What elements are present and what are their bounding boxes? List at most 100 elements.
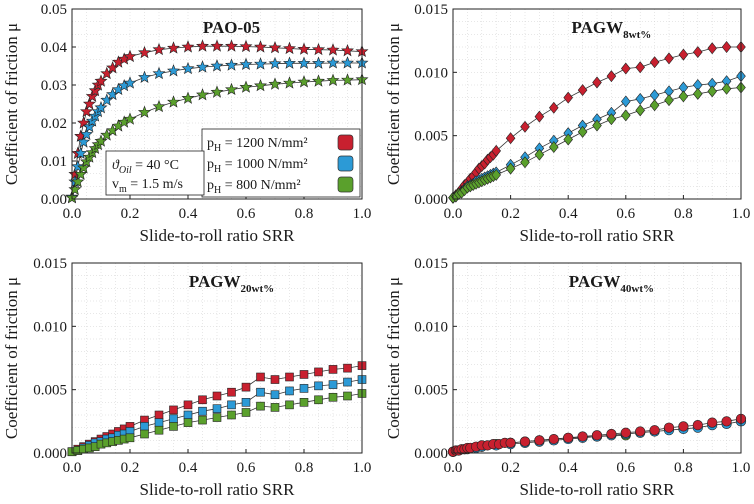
panel-title-sub: 40wt% bbox=[620, 283, 654, 295]
x-tick-label: 0.8 bbox=[295, 460, 314, 476]
data-point bbox=[198, 415, 207, 425]
data-point bbox=[77, 116, 91, 129]
data-point bbox=[721, 82, 732, 95]
data-point bbox=[80, 127, 93, 140]
data-point bbox=[154, 425, 164, 435]
y-tick-label: 0.000 bbox=[33, 446, 67, 462]
x-tick-label: 1.0 bbox=[353, 206, 372, 222]
data-point bbox=[138, 70, 151, 83]
data-point bbox=[138, 45, 151, 59]
grid bbox=[453, 263, 741, 453]
plot-area bbox=[72, 263, 362, 453]
data-point bbox=[577, 84, 588, 97]
panel-title: PAO-05 bbox=[203, 18, 260, 37]
y-tick-label: 0.02 bbox=[41, 116, 67, 132]
y-axis-label: Coefficient of friction μ bbox=[2, 277, 21, 439]
data-point bbox=[343, 377, 352, 387]
plot-area bbox=[453, 9, 741, 199]
data-point bbox=[167, 41, 180, 54]
data-point bbox=[505, 162, 516, 175]
data-point bbox=[212, 404, 222, 413]
data-point bbox=[241, 408, 251, 417]
x-axis-label: Slide-to-roll ratio SRR bbox=[140, 480, 296, 499]
data-point bbox=[283, 41, 296, 55]
data-point bbox=[326, 73, 340, 86]
legend-box bbox=[201, 128, 361, 198]
data-point bbox=[183, 418, 193, 427]
data-point bbox=[591, 430, 603, 441]
data-point bbox=[254, 57, 267, 70]
data-point bbox=[663, 422, 675, 433]
data-point bbox=[285, 386, 294, 396]
data-point bbox=[534, 110, 545, 123]
data-point bbox=[268, 40, 282, 54]
data-point bbox=[563, 432, 574, 443]
legend-label-p: p bbox=[207, 157, 214, 172]
condition-symbol: v bbox=[112, 177, 119, 192]
data-point bbox=[82, 97, 96, 110]
x-tick-label: 0.0 bbox=[444, 206, 463, 222]
legend-label-p: p bbox=[207, 136, 214, 151]
data-point bbox=[154, 418, 164, 427]
data-point bbox=[256, 372, 265, 382]
data-point bbox=[664, 52, 674, 65]
legend-label: pH = 1200 N/mm² bbox=[207, 136, 308, 154]
data-point bbox=[68, 182, 82, 196]
data-point bbox=[297, 75, 311, 88]
y-tick-label: 0.010 bbox=[414, 65, 448, 81]
data-point bbox=[692, 420, 703, 431]
data-point bbox=[314, 367, 323, 377]
data-point bbox=[285, 372, 294, 382]
data-point bbox=[152, 42, 166, 56]
x-axis-label: Slide-to-roll ratio SRR bbox=[520, 480, 676, 499]
data-point bbox=[326, 56, 340, 69]
data-point bbox=[548, 433, 559, 445]
data-point bbox=[196, 39, 209, 52]
y-tick-label: 0.04 bbox=[41, 40, 68, 56]
series-2 bbox=[447, 413, 747, 457]
data-point bbox=[71, 175, 85, 188]
panel-title-sub: 20wt% bbox=[241, 283, 275, 295]
data-point bbox=[299, 398, 309, 407]
condition-sub: Oil bbox=[119, 165, 132, 176]
plot-frame bbox=[71, 8, 363, 200]
data-point bbox=[326, 43, 340, 56]
x-tick-label: 0.6 bbox=[237, 206, 256, 222]
data-point bbox=[239, 80, 253, 93]
data-point bbox=[328, 365, 338, 374]
x-tick-label: 1.0 bbox=[732, 460, 751, 476]
data-point bbox=[621, 95, 631, 108]
data-point bbox=[196, 88, 209, 101]
y-tick-label: 0.005 bbox=[414, 383, 448, 399]
series-2 bbox=[448, 81, 746, 204]
y-tick-label: 0.010 bbox=[33, 319, 67, 335]
data-point bbox=[606, 428, 617, 440]
data-point bbox=[154, 410, 164, 420]
panel-title-main: PAGW bbox=[189, 272, 241, 291]
x-tick-label: 0.2 bbox=[121, 206, 140, 222]
data-point bbox=[649, 99, 660, 112]
x-tick-label: 0.8 bbox=[295, 206, 314, 222]
panel-title: PAGW20wt% bbox=[189, 272, 274, 295]
x-tick-label: 0.6 bbox=[237, 460, 256, 476]
data-point bbox=[707, 417, 718, 428]
data-point bbox=[297, 42, 311, 55]
data-point bbox=[210, 59, 224, 72]
data-point bbox=[169, 422, 178, 431]
legend-label-text: = 800 N/mm² bbox=[221, 178, 300, 193]
data-point bbox=[152, 66, 166, 80]
conditions-box: ϑOil = 40 °Cvm = 1.5 m/s bbox=[105, 150, 205, 196]
data-point bbox=[181, 91, 195, 104]
data-point bbox=[635, 61, 645, 74]
data-point bbox=[707, 42, 717, 55]
data-point bbox=[239, 39, 253, 53]
data-point bbox=[212, 413, 222, 422]
data-point bbox=[125, 433, 135, 443]
data-point bbox=[210, 39, 224, 52]
data-point bbox=[270, 403, 280, 412]
x-tick-label: 0.6 bbox=[616, 460, 635, 476]
data-point bbox=[283, 76, 296, 89]
data-point bbox=[140, 422, 149, 431]
